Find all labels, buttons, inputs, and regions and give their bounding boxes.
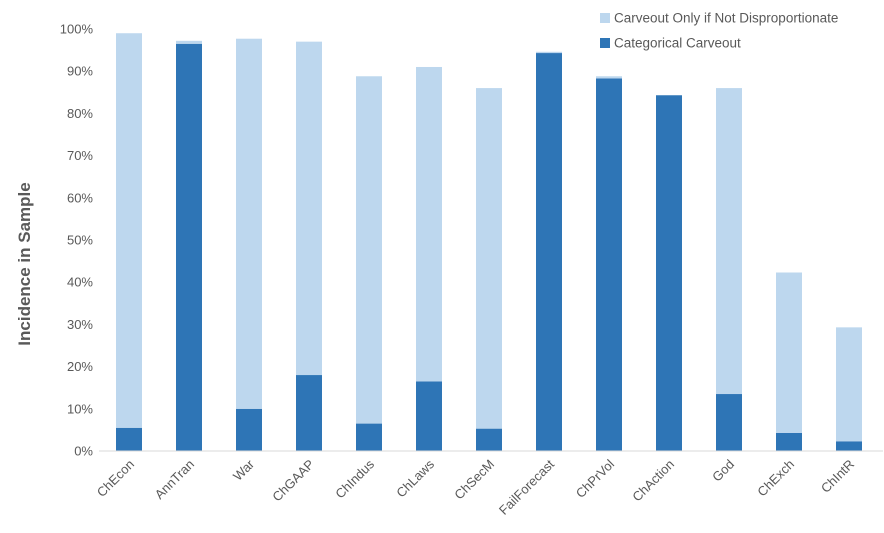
x-tick-label: ChLaws xyxy=(393,456,437,500)
x-tick-label: War xyxy=(230,456,258,484)
x-tick-label: ChIndus xyxy=(332,456,377,501)
y-tick-label: 30% xyxy=(67,317,93,332)
y-tick-label: 20% xyxy=(67,359,93,374)
bar-carveout-not-disproportionate xyxy=(596,76,622,79)
bar-categorical-carveout xyxy=(776,432,802,451)
y-axis-label: Incidence in Sample xyxy=(15,182,34,345)
bar-categorical-carveout xyxy=(656,95,682,451)
bar-carveout-not-disproportionate xyxy=(116,33,142,428)
bar-carveout-not-disproportionate xyxy=(776,272,802,433)
x-tick-label: ChGAAP xyxy=(269,457,317,505)
x-tick-label: FailForecast xyxy=(496,456,557,517)
x-tick-label: AnnTran xyxy=(152,457,198,503)
bar-categorical-carveout xyxy=(716,394,742,451)
y-axis-ticks: 0% 10% 20% 30% 40% 50% 60% 70% 80% 90% 100% xyxy=(60,22,94,459)
y-tick-label: 50% xyxy=(67,233,93,248)
bar-categorical-carveout xyxy=(596,78,622,452)
y-tick-label: 80% xyxy=(67,106,93,121)
y-tick-label: 10% xyxy=(67,401,93,416)
bar-categorical-carveout xyxy=(536,53,562,451)
x-tick-label: ChAction xyxy=(629,457,677,505)
legend-swatch xyxy=(600,13,610,23)
y-tick-label: 0% xyxy=(74,444,93,459)
bar-carveout-not-disproportionate xyxy=(836,327,862,442)
bar-categorical-carveout xyxy=(476,428,502,451)
bar-categorical-carveout xyxy=(296,375,322,451)
bar-categorical-carveout xyxy=(836,441,862,451)
x-tick-label: ChExch xyxy=(754,457,797,500)
bar-categorical-carveout xyxy=(416,381,442,451)
bar-carveout-not-disproportionate xyxy=(236,38,262,409)
x-tick-label: ChSecM xyxy=(451,457,497,503)
bar-carveout-not-disproportionate xyxy=(296,41,322,376)
y-axis-label-group: Incidence in Sample xyxy=(15,182,34,345)
bar-carveout-not-disproportionate xyxy=(476,88,502,429)
x-tick-label: God xyxy=(709,457,737,485)
legend-label: Carveout Only if Not Disproportionate xyxy=(614,11,838,26)
bars xyxy=(116,33,862,452)
y-tick-label: 60% xyxy=(67,190,93,205)
legend-label: Categorical Carveout xyxy=(614,36,741,51)
y-tick-label: 100% xyxy=(60,22,94,37)
bar-categorical-carveout xyxy=(176,43,202,452)
bar-carveout-not-disproportionate xyxy=(356,76,382,424)
x-tick-label: ChPrVol xyxy=(573,456,617,500)
bar-carveout-not-disproportionate xyxy=(176,40,202,44)
bar-carveout-not-disproportionate xyxy=(416,66,442,382)
legend: Carveout Only if Not Disproportionate Cat… xyxy=(600,11,838,51)
y-tick-label: 90% xyxy=(67,64,93,79)
legend-swatch xyxy=(600,38,610,48)
x-tick-label: ChEcon xyxy=(94,457,137,500)
bar-categorical-carveout xyxy=(356,423,382,451)
y-tick-label: 70% xyxy=(67,148,93,163)
bar-carveout-not-disproportionate xyxy=(716,88,742,395)
x-tick-label: ChIntR xyxy=(818,457,857,496)
y-tick-label: 40% xyxy=(67,275,93,290)
x-axis-ticks: ChEcon AnnTran War ChGAAP ChIndus ChLaws ChSec… xyxy=(94,456,857,518)
bar-carveout-not-disproportionate xyxy=(536,51,562,54)
bar-categorical-carveout xyxy=(116,427,142,451)
bar-categorical-carveout xyxy=(236,408,262,451)
